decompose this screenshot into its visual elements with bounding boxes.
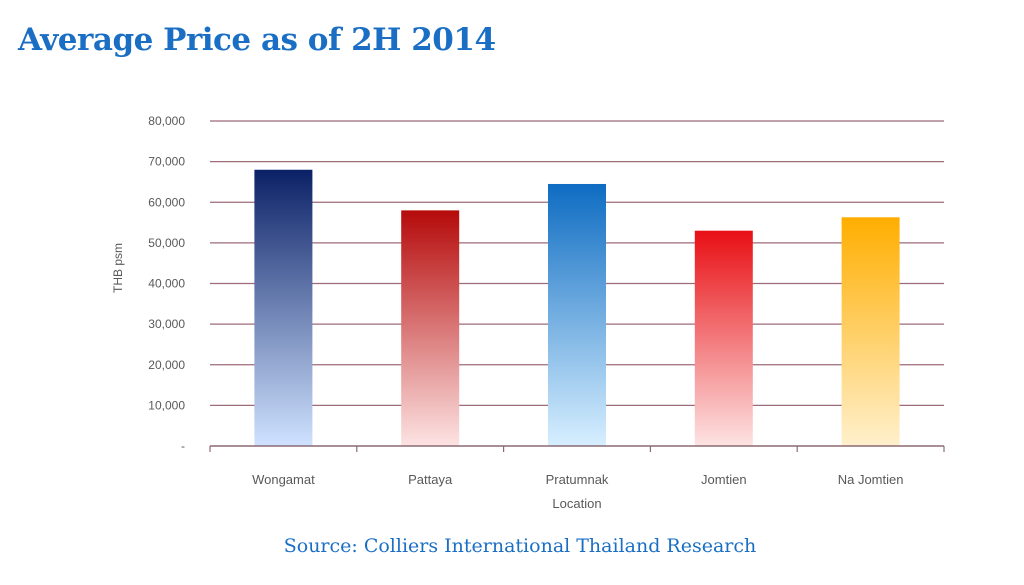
- bar-jomtien: [694, 230, 753, 446]
- x-tick-label: Na Jomtien: [838, 472, 904, 487]
- y-tick-label: 60,000: [148, 195, 185, 209]
- axes: - 10,000 20,000 30,000 40,000 50,000 60,000 70,…: [148, 114, 945, 487]
- x-tick-label: Pattaya: [408, 472, 453, 487]
- y-tick-label: 30,000: [148, 317, 185, 331]
- bar-pratumnak: [548, 183, 606, 446]
- y-tick-label: 50,000: [148, 236, 185, 250]
- x-axis-label: Location: [552, 496, 601, 511]
- x-tick-label: Jomtien: [701, 472, 747, 487]
- y-tick-label: 80,000: [148, 114, 185, 128]
- y-tick-label: 20,000: [148, 358, 185, 372]
- y-tick-label: -: [181, 439, 185, 453]
- x-tick-label: Wongamat: [252, 472, 315, 487]
- source-note: Source: Colliers International Thailand …: [283, 535, 757, 557]
- x-tick-label: Pratumnak: [546, 472, 609, 487]
- page-title: Average Price as of 2H 2014: [18, 22, 496, 58]
- bar-na-jomtien: [841, 217, 900, 446]
- bar-wongamat: [254, 169, 313, 446]
- y-tick-label: 40,000: [148, 277, 185, 291]
- bar-pattaya: [401, 210, 460, 446]
- y-axis-label: THB psm: [111, 243, 125, 293]
- bars: [254, 169, 900, 446]
- y-tick-label: 10,000: [148, 398, 185, 412]
- y-tick-label: 70,000: [148, 155, 185, 169]
